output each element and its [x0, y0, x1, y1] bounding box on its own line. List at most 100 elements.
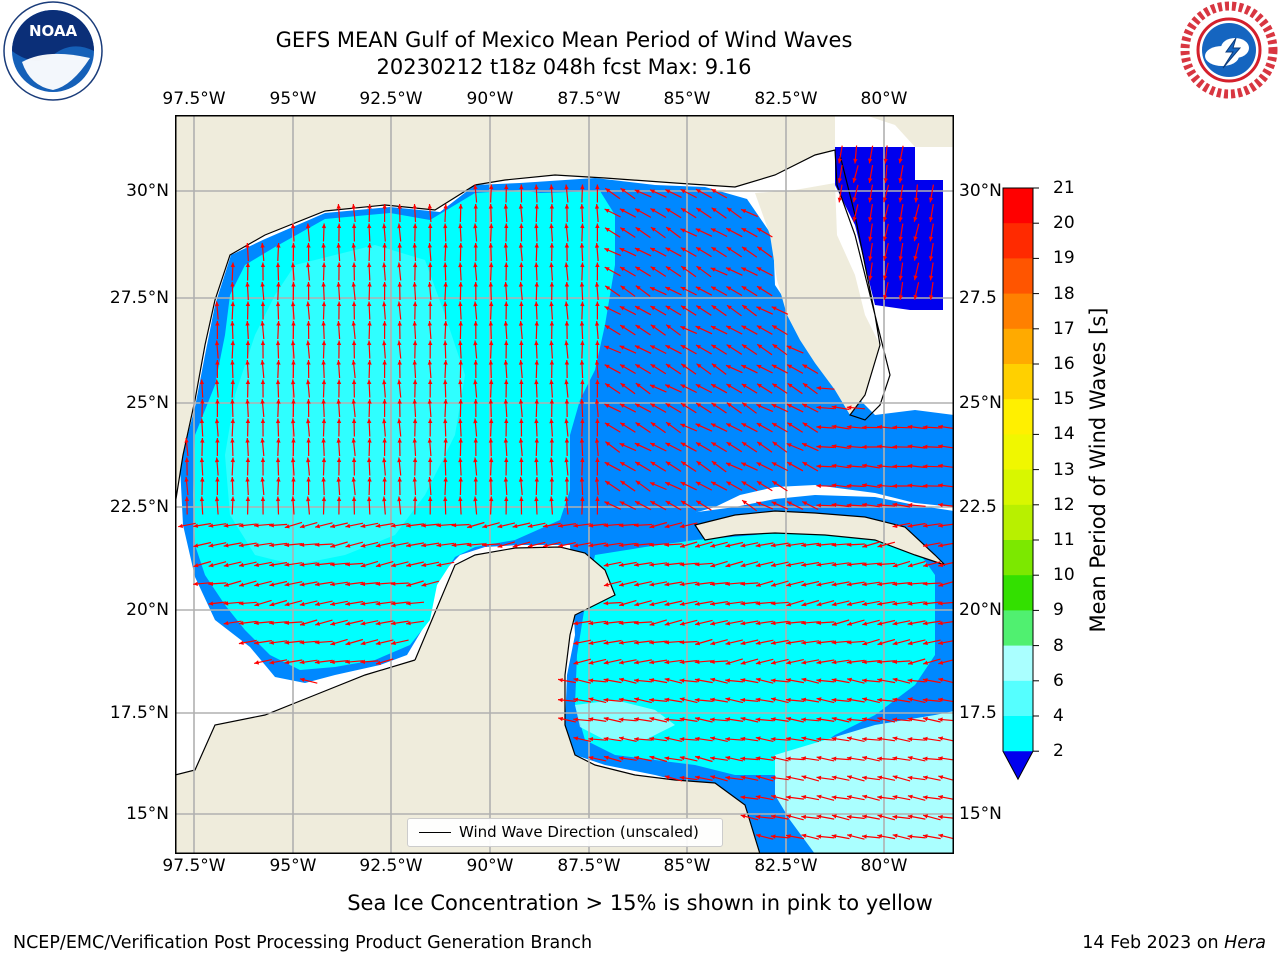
wind-arrow-head	[458, 418, 463, 424]
wind-arrow-head	[214, 457, 220, 463]
wind-arrow-head	[666, 227, 672, 232]
wind-arrow-head	[291, 438, 296, 443]
wind-arrow-head	[801, 697, 807, 702]
wind-arrow-head	[695, 641, 701, 646]
wind-arrow-head	[321, 457, 327, 463]
wind-arrow-head	[306, 340, 311, 346]
wind-arrow-head	[892, 444, 897, 450]
footer-host: Hera	[1224, 933, 1266, 953]
wind-arrow-head	[564, 399, 570, 404]
wind-arrow-head	[299, 640, 305, 645]
wind-arrow-head	[802, 443, 807, 448]
wind-arrow-head	[846, 464, 852, 469]
wind-arrow-head	[534, 477, 539, 482]
wind-arrow-head	[801, 717, 806, 722]
wind-arrow-head	[284, 660, 290, 665]
wind-arrow-head	[757, 286, 762, 291]
wind-arrow-head	[351, 243, 356, 248]
wind-arrow-head	[620, 364, 625, 369]
lon-tick-label: 90°W	[466, 89, 514, 109]
wind-arrow-head	[649, 582, 655, 587]
wind-arrow-head	[443, 399, 448, 404]
wind-arrow-head	[245, 457, 251, 462]
wind-arrow-head	[223, 621, 229, 626]
wind-arrow-head	[664, 582, 670, 587]
wind-arrow-head	[892, 523, 898, 528]
wind-arrow-head	[771, 364, 777, 369]
wind-arrow-head	[299, 562, 305, 567]
wind-arrow-head	[634, 737, 639, 742]
wind-arrow-head	[755, 814, 761, 820]
wind-arrow-head	[504, 496, 509, 501]
wind-arrow-head	[801, 562, 807, 567]
wind-arrow-head	[503, 360, 509, 365]
wind-arrow-head	[580, 379, 585, 385]
wind-arrow-head	[238, 601, 244, 606]
wind-arrow-head	[367, 496, 372, 502]
wind-arrow-head	[254, 602, 260, 607]
wind-arrow-head	[336, 204, 341, 209]
wind-arrow-head	[534, 223, 539, 229]
wind-arrow-head	[275, 262, 281, 268]
wind-arrow-head	[801, 582, 807, 587]
wind-arrow-head	[375, 543, 381, 548]
wind-arrow-head	[816, 678, 822, 683]
wind-arrow-head	[382, 204, 387, 209]
wind-arrow-head	[605, 441, 611, 447]
wind-arrow-head	[664, 659, 670, 665]
wind-arrow-head	[382, 243, 387, 248]
wind-arrow-head	[929, 295, 934, 300]
wind-arrow-head	[269, 620, 274, 625]
wind-arrow-head	[802, 422, 808, 427]
wind-arrow-head	[269, 640, 274, 645]
wind-arrow-head	[650, 266, 656, 271]
wind-arrow-head	[351, 301, 357, 306]
wind-arrow-head	[375, 601, 381, 606]
wind-arrow-head	[512, 543, 518, 548]
wind-arrow-head	[199, 379, 205, 385]
wind-arrow-head	[816, 425, 822, 430]
lon-tick-label: 87.5°W	[557, 856, 621, 876]
wind-arrow-head	[883, 178, 888, 183]
wind-arrow-head	[831, 601, 837, 607]
wind-arrow-head	[649, 542, 654, 547]
wind-arrow-head	[458, 282, 463, 287]
wind-arrow-head	[650, 306, 656, 311]
wind-arrow-head	[427, 399, 432, 404]
wind-arrow-head	[755, 640, 761, 645]
wind-arrow-head	[650, 422, 656, 427]
wind-arrow-head	[488, 399, 493, 404]
wind-arrow-head	[710, 563, 716, 568]
wind-arrow-head	[458, 340, 463, 346]
wind-arrow-head	[588, 697, 594, 702]
wind-arrow-head	[473, 301, 478, 307]
nws-logo	[1180, 1, 1278, 99]
wind-arrow-head	[740, 621, 746, 626]
wind-arrow-head	[458, 457, 463, 463]
wind-arrow-head	[260, 360, 265, 365]
wind-arrow-head	[938, 523, 943, 528]
wind-arrow-head	[665, 266, 671, 271]
wind-arrow-head	[290, 379, 296, 385]
wind-arrow-head	[518, 438, 524, 443]
lon-tick-label: 92.5°W	[359, 856, 423, 876]
wind-arrow-head	[862, 717, 867, 722]
wind-arrow-head	[635, 501, 640, 506]
wind-arrow-head	[588, 717, 594, 722]
wind-arrow-head	[306, 399, 311, 404]
wind-arrow-head	[771, 660, 776, 665]
wind-arrow-head	[711, 363, 717, 368]
wind-arrow-head	[772, 423, 777, 428]
wind-arrow-head	[230, 301, 235, 307]
lon-tick-label: 85°W	[663, 856, 711, 876]
wind-arrow-head	[816, 444, 821, 449]
wind-arrow-head	[603, 660, 609, 665]
wind-arrow-head	[208, 543, 214, 548]
wind-arrow-head	[696, 266, 702, 271]
wind-arrow-head	[306, 360, 311, 365]
wind-arrow-head	[497, 543, 503, 548]
wind-arrow-head	[260, 399, 265, 404]
wind-arrow-head	[650, 287, 655, 292]
wind-arrow-head	[816, 503, 821, 508]
wind-arrow-head	[650, 227, 656, 232]
